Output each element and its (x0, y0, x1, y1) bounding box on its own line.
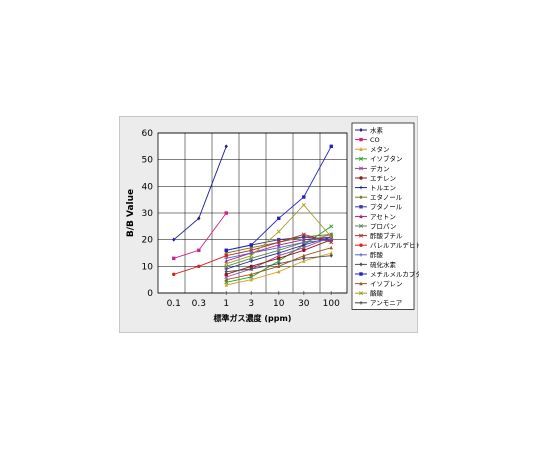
legend-entry: アンモニア (370, 299, 403, 307)
data-point (359, 138, 362, 141)
legend-entry: 酢酸 (370, 250, 384, 259)
x-tick-label: 3 (248, 299, 254, 309)
x-tick-label: 1 (223, 299, 229, 309)
data-point (197, 249, 200, 252)
y-tick-label: 40 (142, 182, 154, 192)
data-point (277, 257, 280, 260)
data-point (359, 244, 362, 247)
legend-entry: イソプレン (370, 280, 403, 288)
legend-entry: アセトン (370, 213, 396, 221)
data-point (359, 205, 362, 208)
legend-entry: 硫化水素 (370, 260, 397, 269)
legend-entry: メチルメルカプタン (370, 269, 419, 278)
legend-entry: メタン (370, 145, 390, 154)
x-tick-label: 0.3 (192, 299, 206, 309)
y-tick-label: 10 (142, 262, 154, 272)
data-point (359, 272, 362, 275)
y-axis-label: B/B Value (126, 189, 136, 237)
data-point (172, 273, 175, 276)
data-point (302, 195, 305, 198)
y-tick-label: 20 (142, 236, 154, 246)
x-tick-label: 10 (273, 299, 285, 309)
data-point (277, 217, 280, 220)
chart-frame: 0 10 20 30 40 50 60 0.1 0.3 1 3 10 30 100 B/B Value … (119, 116, 418, 333)
data-point (302, 249, 305, 252)
data-point (225, 249, 228, 252)
x-tick-label: 30 (298, 299, 310, 309)
legend-entry: プロパン (370, 222, 396, 230)
data-point (359, 176, 362, 179)
x-tick-label: 100 (323, 299, 340, 309)
y-tick-label: 0 (147, 289, 153, 299)
legend-entry: エチレン (370, 174, 396, 182)
legend-entry: エタノール (370, 193, 403, 202)
legend-entry: CO (370, 136, 380, 144)
data-point (250, 243, 253, 246)
legend-entry: 酢酸ブチル (370, 231, 403, 240)
legend-entry: デカン (370, 164, 390, 173)
y-tick-label: 60 (142, 129, 154, 139)
y-tick-label: 30 (142, 209, 154, 219)
legend-entry: 酪酸 (370, 289, 384, 298)
legend-entry: 水素 (370, 125, 384, 134)
legend-entry: バレルアルデヒド (370, 241, 419, 250)
data-point (197, 265, 200, 268)
data-point (330, 145, 333, 148)
legend-entry: イソブタン (370, 154, 403, 163)
data-point (172, 257, 175, 260)
x-axis-label: 標準ガス濃度 (ppm) (214, 313, 292, 323)
y-tick-label: 50 (142, 156, 154, 166)
data-point (225, 211, 228, 214)
x-tick-label: 0.1 (167, 299, 181, 309)
legend-entry: プタノール (370, 202, 403, 211)
legend-entry: トルエン (370, 184, 396, 192)
